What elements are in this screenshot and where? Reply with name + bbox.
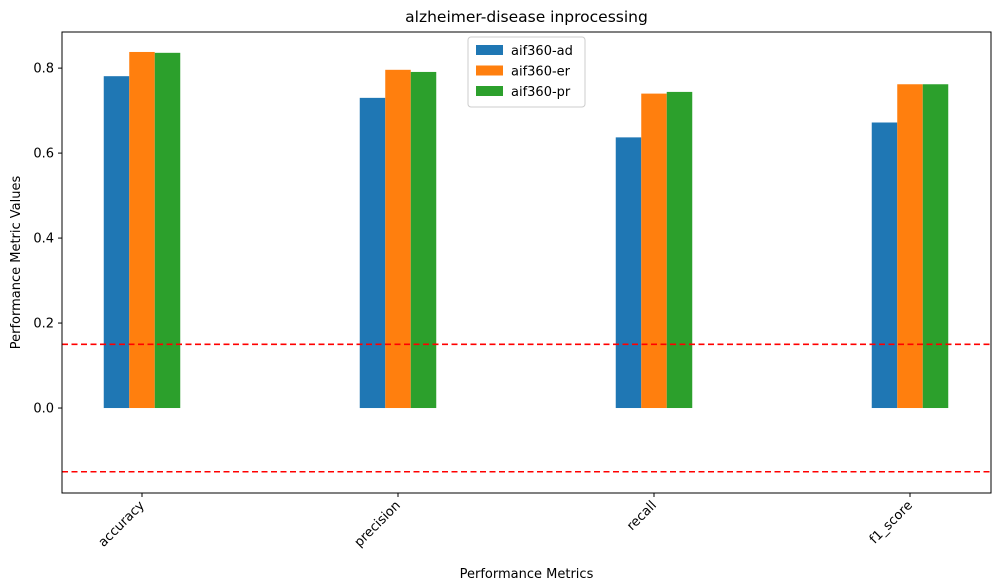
x-axis-title: Performance Metrics: [460, 567, 594, 582]
bar-aif360-er-recall: [641, 93, 667, 409]
x-tick-label-accuracy: accuracy: [96, 498, 148, 550]
y-tick-label: 0.0: [33, 402, 54, 417]
legend-label-aif360-er: aif360-er: [511, 65, 571, 80]
legend-label-aif360-pr: aif360-pr: [511, 85, 571, 100]
chart-title: alzheimer-disease inprocessing: [405, 8, 648, 26]
legend-label-aif360-ad: aif360-ad: [511, 44, 573, 59]
bar-aif360-er-precision: [385, 69, 411, 409]
y-axis-title: Performance Metric Values: [9, 176, 24, 350]
bar-aif360-pr-accuracy: [154, 52, 181, 409]
bar-aif360-ad-accuracy: [103, 76, 130, 409]
legend: aif360-ad aif360-er aif360-pr: [467, 36, 586, 108]
bar-aif360-er-f1_score: [897, 84, 923, 409]
y-tick-label: 0.8: [33, 62, 54, 77]
series-aif360-er: [129, 51, 923, 409]
y-tick-label: 0.2: [33, 317, 54, 332]
series-aif360-ad: [103, 76, 898, 409]
plot-area: 0.0 0.2 0.4 0.6 0.8 accuracy precision recall f1…: [33, 31, 992, 550]
y-tick-label: 0.6: [33, 147, 54, 162]
bar-aif360-er-accuracy: [129, 51, 155, 409]
bar-aif360-pr-recall: [666, 91, 693, 409]
bar-aif360-ad-precision: [359, 97, 386, 409]
y-tick-label: 0.4: [33, 232, 54, 247]
x-tick-label-recall: recall: [624, 498, 660, 534]
legend-swatch-aif360-ad: [476, 45, 503, 55]
legend-swatch-aif360-er: [476, 65, 503, 76]
bar-aif360-pr-precision: [410, 71, 437, 409]
series-aif360-pr: [154, 52, 949, 409]
axes-frame: [61, 31, 992, 494]
bar-aif360-ad-f1_score: [871, 122, 898, 409]
x-tick-label-f1_score: f1_score: [867, 498, 916, 547]
bar-aif360-ad-recall: [615, 137, 642, 409]
bar-aif360-pr-f1_score: [922, 84, 949, 409]
legend-swatch-aif360-pr: [476, 86, 503, 96]
x-tick-label-precision: precision: [352, 498, 404, 550]
